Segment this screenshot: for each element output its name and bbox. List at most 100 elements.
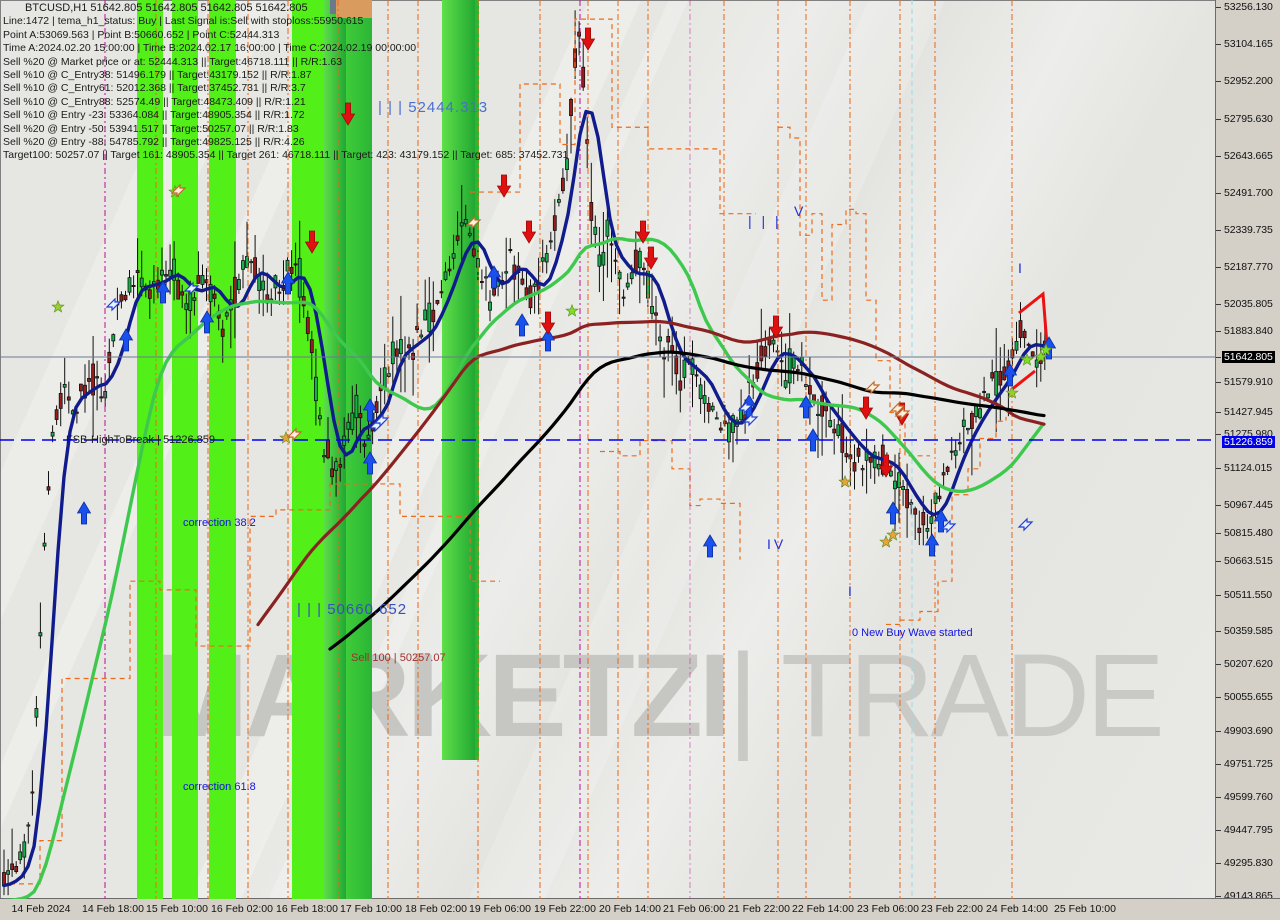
moving-average-layer — [0, 109, 1216, 899]
price-label: 49903.690 — [1224, 725, 1273, 737]
vertical-signal-lines — [104, 0, 1013, 899]
fsb-high-to-break: FSB-HighToBreak | 51226.859 — [66, 434, 215, 446]
price-tick — [1216, 631, 1221, 632]
candlesticks-layer — [2, 0, 1047, 899]
price-tick — [1216, 412, 1221, 413]
price-label: 50815.480 — [1224, 527, 1273, 539]
time-label: 14 Feb 18:00 — [82, 903, 144, 915]
wave-IV: IV — [767, 536, 787, 552]
price-tick — [1216, 304, 1221, 305]
header-line-4: Sell %10 @ C_Entry38: 51496.179 || Targe… — [3, 69, 312, 82]
header-lines: Line:1472 | tema_h1_status: Buy | Last S… — [3, 15, 568, 162]
red-channel-upper — [1018, 291, 1049, 346]
point-b-label: | | | 50660.652 — [297, 601, 408, 618]
new-buy-wave: 0 New Buy Wave started — [852, 627, 973, 639]
price-tick — [1216, 797, 1221, 798]
price-tick — [1216, 357, 1221, 358]
bg-streak-4 — [129, 0, 797, 899]
sell-100-label: Sell 100 | 50257.07 — [351, 652, 446, 664]
ema-mid-green-line — [3, 236, 1044, 899]
price-label: 51883.840 — [1224, 325, 1273, 337]
header-line-5: Sell %10 @ C_Entry61: 52012.368 || Targe… — [3, 82, 306, 95]
price-label: 50207.620 — [1224, 658, 1273, 670]
plot-border — [0, 0, 1216, 899]
time-label: 14 Feb 2024 — [11, 903, 71, 915]
price-tick — [1216, 382, 1221, 383]
price-tick — [1216, 267, 1221, 268]
chart-plot-area[interactable]: MARKETZI| TRADE FSB-HighToBreak | 51226.… — [0, 0, 1216, 899]
chart-header-info: BTCUSD,H1 51642.805 51642.805 51642.805 … — [3, 2, 568, 163]
price-tick — [1216, 731, 1221, 732]
time-label: 18 Feb 02:00 — [405, 903, 467, 915]
time-label: 25 Feb 10:00 — [1054, 903, 1116, 915]
price-label: 51427.945 — [1224, 406, 1273, 418]
watermark-bold: MARKETZI — [150, 630, 732, 762]
price-label: 49447.795 — [1224, 824, 1273, 836]
price-label: 52795.630 — [1224, 113, 1273, 125]
time-label: 20 Feb 14:00 — [599, 903, 661, 915]
price-tick — [1216, 230, 1221, 231]
fractal-dashed-group — [10, 18, 1007, 885]
time-label: 19 Feb 06:00 — [469, 903, 531, 915]
ema-fast-blue-line — [2, 109, 1044, 888]
time-label: 19 Feb 22:00 — [534, 903, 596, 915]
header-line-10: Target100: 50257.07 || Target 161: 48905… — [3, 149, 569, 162]
current-price-label: 51642.805 — [1222, 351, 1275, 363]
price-tick — [1216, 81, 1221, 82]
price-tick — [1216, 44, 1221, 45]
price-label: 52491.700 — [1224, 187, 1273, 199]
price-label: 49599.760 — [1224, 791, 1273, 803]
header-line-7: Sell %10 @ Entry -23: 53364.084 || Targe… — [3, 109, 305, 122]
price-tick — [1216, 119, 1221, 120]
price-label: 49751.725 — [1224, 758, 1273, 770]
price-label: 50967.445 — [1224, 499, 1273, 511]
signal-markers-layer — [51, 27, 1057, 558]
header-line-1: Point A:53069.563 | Point B:50660.652 | … — [3, 28, 280, 41]
header-line-9: Sell %20 @ Entry -88: 54785.792 || Targe… — [3, 136, 305, 149]
bg-streak-3 — [49, 0, 744, 899]
header-line-2: Time A:2024.02.20 15:00:00 | Time B:2024… — [3, 42, 417, 55]
price-tick — [1216, 505, 1221, 506]
time-label: 23 Feb 22:00 — [921, 903, 983, 915]
time-label: 15 Feb 10:00 — [146, 903, 208, 915]
price-label: 52035.805 — [1224, 298, 1273, 310]
header-line-3: Sell %20 @ Market price or at: 52444.313… — [3, 55, 343, 68]
header-line-6: Sell %10 @ C_Entry88: 52574.49 || Target… — [3, 95, 306, 108]
time-label: 16 Feb 02:00 — [211, 903, 273, 915]
time-label: 22 Feb 14:00 — [792, 903, 854, 915]
price-label: 53256.130 — [1224, 1, 1273, 13]
time-label: 17 Feb 10:00 — [340, 903, 402, 915]
price-label: 52952.200 — [1224, 75, 1273, 87]
correction-382: correction 38.2 — [183, 517, 256, 529]
wave-I-right: I — [1018, 260, 1025, 276]
highlight-bands-layer — [137, 0, 479, 899]
level-price-label: 51226.859 — [1222, 436, 1275, 448]
price-label: 53104.165 — [1224, 38, 1273, 50]
time-label: 21 Feb 22:00 — [728, 903, 790, 915]
price-tick — [1216, 863, 1221, 864]
price-label: 49295.830 — [1224, 857, 1273, 869]
wave-III: | | | — [748, 213, 782, 229]
price-label: 50663.515 — [1224, 555, 1273, 567]
watermark: MARKETZI| TRADE — [150, 628, 1165, 764]
bg-streak-1 — [0, 0, 355, 899]
price-label: 50359.585 — [1224, 625, 1273, 637]
price-tick — [1216, 595, 1221, 596]
red-channel-lower — [1010, 369, 1036, 392]
watermark-light: | TRADE — [727, 630, 1165, 762]
price-tick — [1216, 331, 1221, 332]
price-tick — [1216, 434, 1221, 435]
wave-V: V — [794, 203, 807, 219]
time-scale[interactable]: 14 Feb 2024 14 Feb 18:00 15 Feb 10:00 16 Fe… — [0, 898, 1280, 920]
price-scale[interactable]: 53256.130 53104.165 52952.200 52795.630 5264… — [1215, 0, 1280, 902]
price-label: 52187.770 — [1224, 261, 1273, 273]
price-label: 50511.550 — [1224, 589, 1272, 601]
price-tick — [1216, 561, 1221, 562]
price-label: 51579.910 — [1224, 376, 1273, 388]
correction-618: correction 61.8 — [183, 781, 256, 793]
price-label: 51124.015 — [1224, 462, 1272, 474]
ema-slowest-black-line — [328, 350, 1046, 651]
price-tick — [1216, 697, 1221, 698]
symbol-ohlc-line: BTCUSD,H1 51642.805 51642.805 51642.805 … — [25, 2, 308, 14]
